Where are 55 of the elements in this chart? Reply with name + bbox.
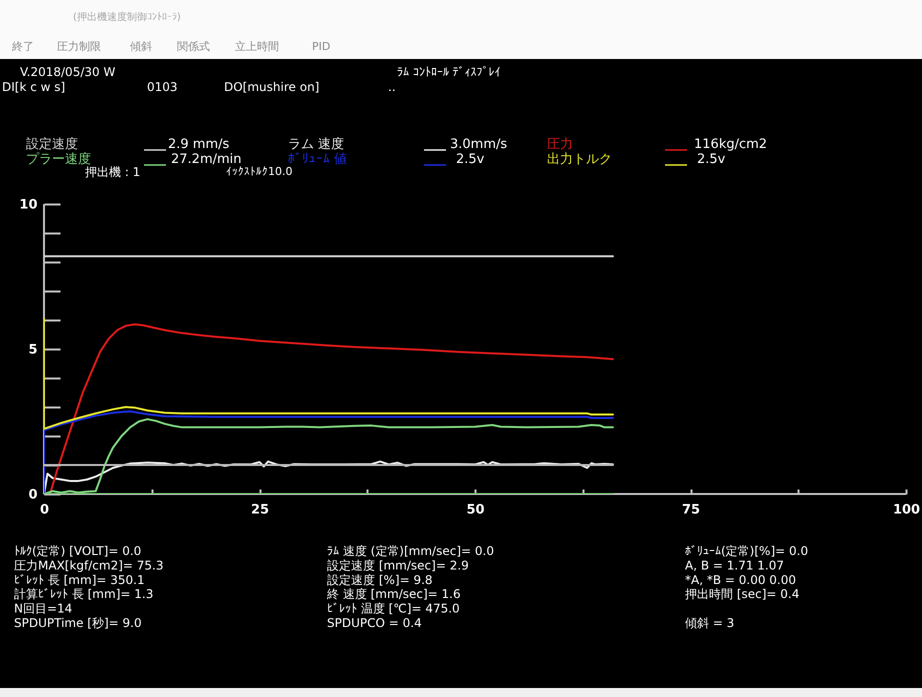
text: .. [388, 80, 396, 94]
text: 出力トルク [547, 152, 612, 167]
x-tick-label: 0 [40, 502, 50, 518]
text: 2.5v [697, 152, 726, 167]
text: 2.5v [456, 152, 485, 167]
text: DI[k c w s] [2, 80, 66, 94]
text: 圧力MAX[kgf/cm2]= 75.3 [14, 558, 164, 572]
text: 終了 [11, 40, 34, 53]
text: ﾄﾙｸ(定常) [VOLT]= 0.0 [14, 544, 142, 558]
y-tick-label: 5 [28, 342, 38, 358]
y-tick-label: 10 [19, 198, 38, 212]
line-series [49, 323, 614, 494]
x-tick-label: 100 [892, 502, 920, 518]
text: A, B = 1.71 1.07 [685, 558, 784, 572]
text: SPDUPCO = 0.4 [327, 616, 422, 630]
line-series [44, 318, 614, 430]
text: 0103 [147, 80, 178, 94]
text: 設定速度 [mm/sec]= 2.9 [327, 558, 469, 572]
text: 圧力 [547, 137, 573, 152]
text: DO[mushire on] [224, 80, 320, 94]
text: 116kg/cm2 [694, 137, 768, 152]
text: 27.2m/min [171, 152, 242, 167]
text: 設定速度 [%]= 9.8 [327, 572, 433, 587]
text: *A, *B = 0.00 0.00 [685, 572, 796, 587]
text: PID [312, 40, 330, 53]
text: 計算ﾋﾞﾚｯﾄ 長 [mm]= 1.3 [14, 587, 154, 602]
text: 立上時間 [235, 40, 279, 53]
text: プラー速度 [26, 151, 91, 167]
text: N回目=14 [14, 602, 72, 616]
text: 終 速度 [mm/sec]= 1.6 [326, 587, 461, 602]
text: 設定速度 [26, 136, 78, 152]
text: 押出機 : 1 [85, 165, 140, 179]
text: 関係式 [177, 40, 210, 53]
text: ﾋﾞﾚｯﾄ 温度 [℃]= 475.0 [327, 602, 460, 616]
text: V.2018/05/30 W [20, 65, 116, 79]
text: SPDUPTime [秒]= 9.0 [14, 616, 142, 630]
text: 押出時間 [sec]= 0.4 [685, 587, 800, 602]
text: 3.0mm/s [450, 137, 508, 152]
text: ﾗﾑ 速度 (定常)[mm/sec]= 0.0 [327, 544, 494, 558]
text: 傾斜 [130, 40, 152, 53]
line-series [44, 460, 614, 494]
y-tick-label: 0 [28, 488, 38, 502]
x-tick-label: 75 [682, 502, 700, 518]
x-tick-label: 50 [466, 502, 485, 518]
chart-title: ﾗﾑ ｺﾝﾄﾛｰﾙ ﾃﾞｨｽﾌﾟﾚｲ [397, 65, 501, 79]
text: ｲｯｸｽﾄﾙｸ10.0 [226, 165, 292, 178]
text: ﾋﾞﾚｯﾄ 長 [mm]= 350.1 [14, 572, 145, 587]
text: ラム 速度 [288, 136, 344, 152]
text: 2.9 mm/s [168, 137, 230, 152]
text: 傾斜 = 3 [685, 616, 734, 630]
text: (押出機速度制御ｺﾝﾄﾛｰﾗ) [73, 11, 181, 23]
text: 圧力制限 [57, 40, 101, 53]
text: ﾎﾞﾘｭｰﾑ(定常)[%]= 0.0 [685, 544, 808, 558]
x-tick-label: 25 [250, 502, 270, 518]
text: ﾎﾞﾘｭｰﾑ 値 [288, 152, 348, 167]
